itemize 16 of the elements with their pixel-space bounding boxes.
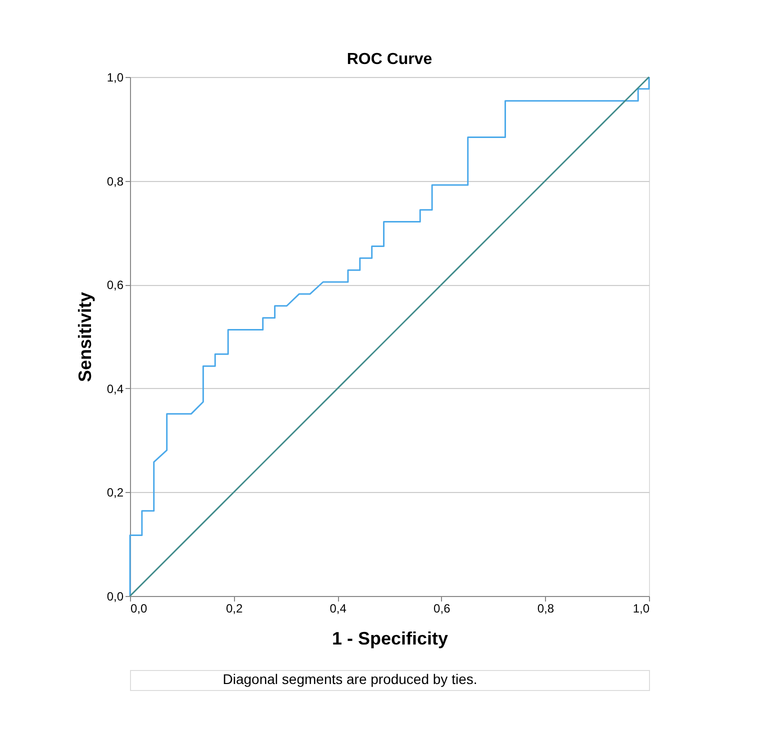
y-tick-label: 0,4 [106,382,124,396]
x-tick-label: 0,0 [130,602,148,616]
x-tick-label: 0,6 [434,602,451,616]
y-tick-label: 0,6 [106,278,124,292]
x-tick-label: 1,0 [632,602,650,616]
x-axis-title: 1 - Specificity [332,628,448,648]
y-axis-title: Sensitivity [74,292,95,382]
x-tick-label: 0,4 [330,602,347,616]
chart-title: ROC Curve [346,51,432,68]
x-tick-label: 0,8 [537,602,554,616]
x-tick-label: 0,2 [226,602,243,616]
y-tick-label: 0,0 [106,590,124,604]
y-tick-label: 1,0 [106,70,124,84]
y-tick-label: 0,2 [106,486,124,500]
text: Diagonal segments are produced by ties. [222,671,478,687]
y-tick-label: 0,8 [106,174,124,188]
